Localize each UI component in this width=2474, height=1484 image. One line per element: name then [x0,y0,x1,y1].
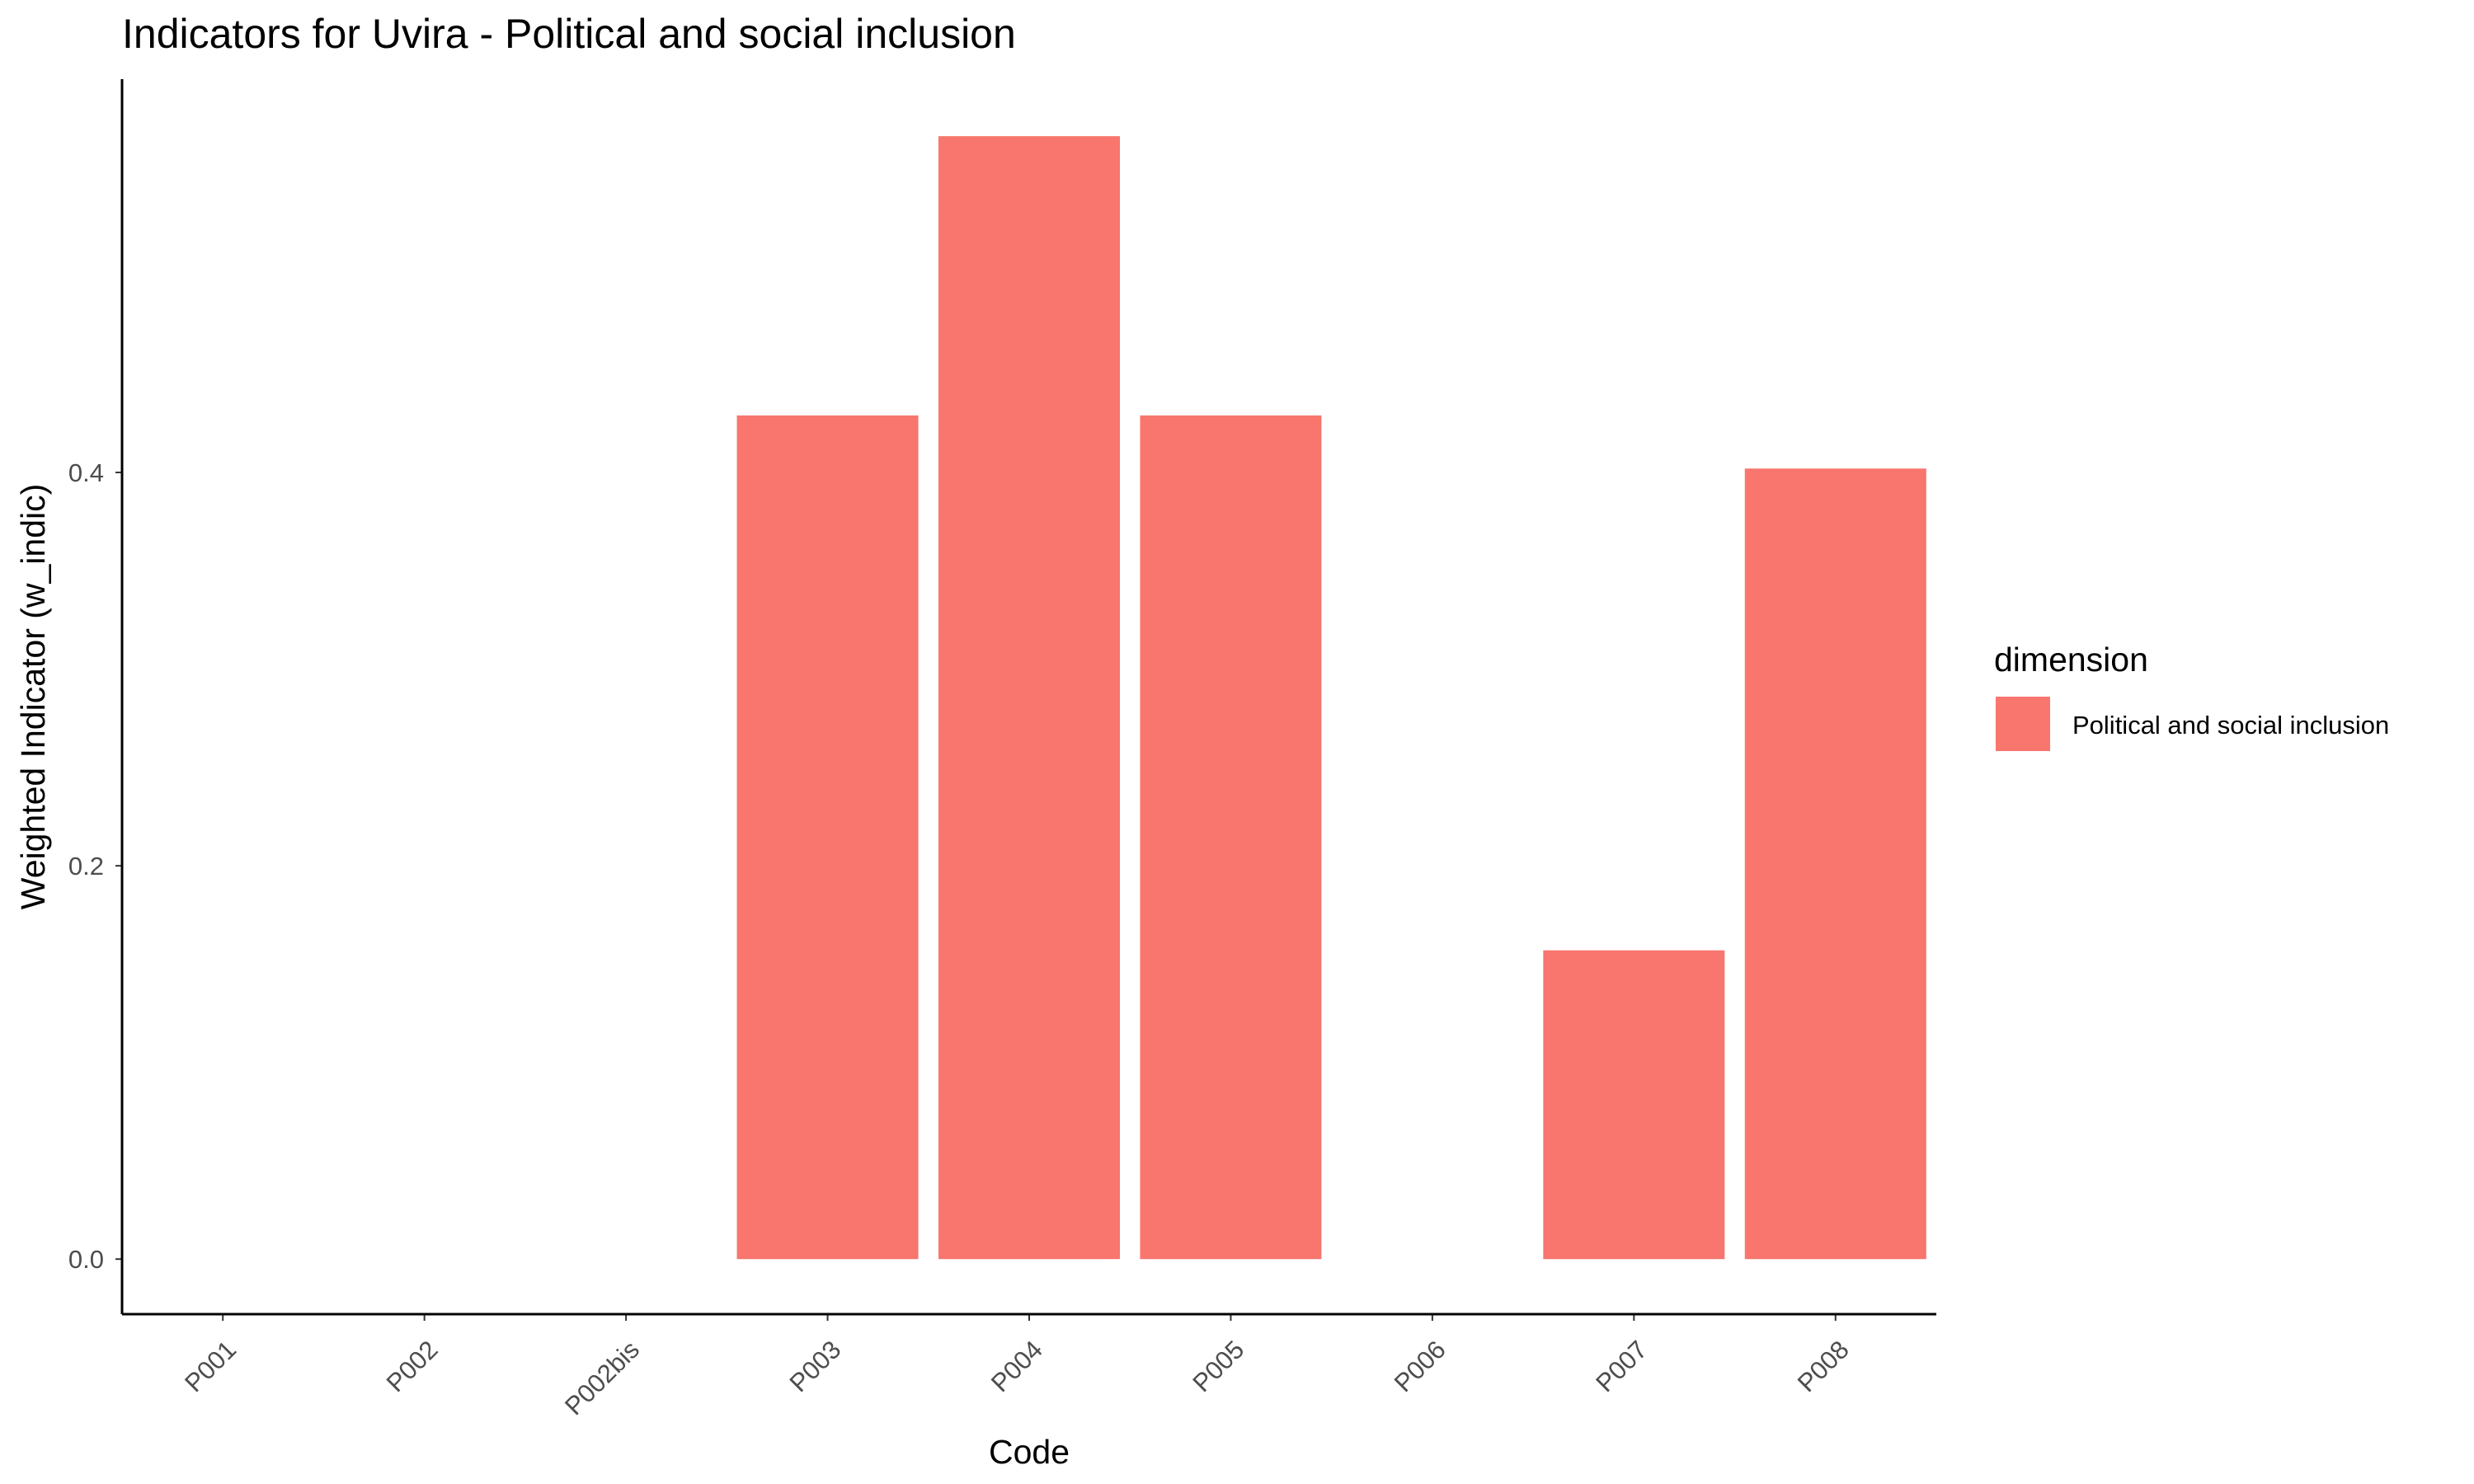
legend-item-label: Political and social inclusion [2072,711,2389,740]
legend: dimension Political and social inclusion [1994,641,2389,751]
legend-swatch [1996,697,2050,751]
x-tick-label: P006 [1389,1335,1451,1397]
bars-layer [736,136,1926,1260]
y-axis-title: Weighted Indicator (w_indic) [14,484,52,910]
bar-p008 [1744,468,1926,1260]
bar-p005 [1140,415,1322,1260]
y-tick-label: 0.2 [68,852,104,881]
y-tick-label: 0.0 [68,1245,104,1274]
x-tick-label: P005 [1187,1335,1249,1397]
bar-p003 [736,415,919,1260]
x-tick-label: P002bis [559,1335,645,1421]
x-tick-label: P007 [1590,1335,1653,1397]
legend-title: dimension [1994,641,2148,679]
bar-p007 [1543,950,1725,1260]
x-tick-label: P003 [784,1335,847,1397]
chart-title: Indicators for Uvira - Political and soc… [122,11,1016,57]
x-tick-label: P001 [179,1335,242,1397]
x-tick-label: P004 [985,1335,1048,1397]
x-tick-layer: P001 P002 P002bis P003 P004 P005 P006 P007 P008 [179,1314,1855,1421]
y-tick-layer: 0.0 0.2 0.4 [68,458,122,1274]
x-tick-label: P008 [1792,1335,1855,1397]
x-axis-title: Code [989,1433,1070,1471]
bar-p004 [938,136,1120,1260]
y-tick-label: 0.4 [68,458,104,487]
x-tick-label: P002 [381,1335,444,1397]
